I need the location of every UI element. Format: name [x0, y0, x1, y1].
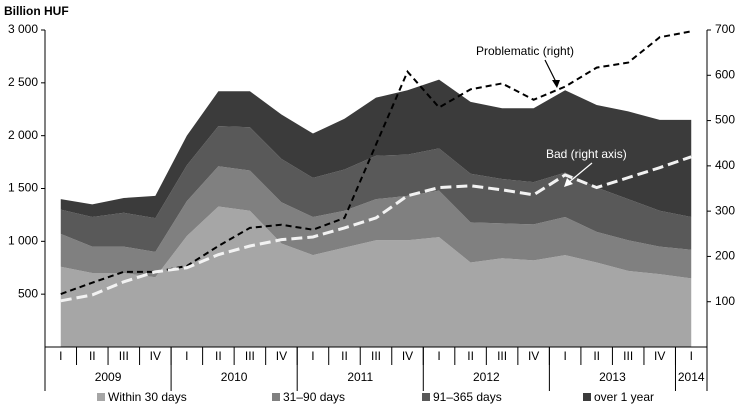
y2-tick-label: 100 — [715, 294, 735, 308]
x-tick-label: III — [497, 349, 507, 363]
x-tick-label: IV — [150, 349, 161, 363]
x-tick-label: I — [59, 349, 62, 363]
x-tick-label: II — [593, 349, 600, 363]
x-tick-label: III — [371, 349, 381, 363]
legend-label: Within 30 days — [108, 390, 187, 404]
x-tick-label: IV — [528, 349, 539, 363]
legend-swatch — [272, 393, 280, 401]
annotation-arrowhead — [552, 80, 560, 88]
line — [60, 30, 692, 295]
y2-tick-label: 600 — [715, 67, 735, 81]
y-axis-title: Billion HUF — [4, 4, 69, 18]
annotation-arrow — [567, 162, 593, 184]
y-tick-label: 1 500 — [8, 181, 38, 195]
y2-tick-label: 400 — [715, 158, 735, 172]
x-tick-label: III — [119, 349, 129, 363]
year-label: 2009 — [95, 370, 122, 384]
y2-tick-label: 500 — [715, 113, 735, 127]
y-tick-label: 2 500 — [8, 75, 38, 89]
y-tick-label: 3 000 — [8, 22, 38, 36]
x-tick-label: I — [185, 349, 188, 363]
x-tick-label: I — [311, 349, 314, 363]
x-tick-label: I — [690, 349, 693, 363]
y2-tick-label: 700 — [715, 22, 735, 36]
legend-label: over 1 year — [594, 390, 654, 404]
year-label: 2011 — [347, 370, 373, 384]
year-label: 2013 — [599, 370, 626, 384]
y-tick-label: 2 000 — [8, 128, 38, 142]
x-tick-label: III — [623, 349, 633, 363]
legend-label: 31–90 days — [283, 390, 345, 404]
year-label: 2014 — [678, 370, 705, 384]
year-label: 2010 — [221, 370, 248, 384]
legend-swatch — [422, 393, 430, 401]
y-tick-label: 1 000 — [8, 234, 38, 248]
area — [60, 126, 692, 252]
y2-tick-label: 300 — [715, 203, 735, 217]
legend-swatch — [97, 393, 105, 401]
annotation: Problematic (right) — [476, 44, 574, 58]
x-tick-label: IV — [276, 349, 287, 363]
area — [60, 166, 692, 279]
x-tick-label: IV — [654, 349, 665, 363]
area — [60, 79, 692, 219]
x-tick-label: I — [563, 349, 566, 363]
line — [60, 155, 692, 303]
x-tick-label: II — [341, 349, 348, 363]
x-tick-label: II — [215, 349, 222, 363]
y-tick-label: 500 — [18, 286, 38, 300]
x-tick-label: III — [245, 349, 255, 363]
x-tick-label: II — [467, 349, 474, 363]
x-tick-label: II — [89, 349, 96, 363]
annotation: Bad (right axis) — [546, 147, 627, 161]
area — [60, 206, 692, 347]
legend-label: 91–365 days — [433, 390, 502, 404]
x-tick-label: I — [437, 349, 440, 363]
year-label: 2012 — [473, 370, 500, 384]
y2-tick-label: 200 — [715, 249, 735, 263]
annotation-arrowhead — [564, 178, 573, 187]
legend-swatch — [583, 393, 591, 401]
x-tick-label: IV — [402, 349, 413, 363]
